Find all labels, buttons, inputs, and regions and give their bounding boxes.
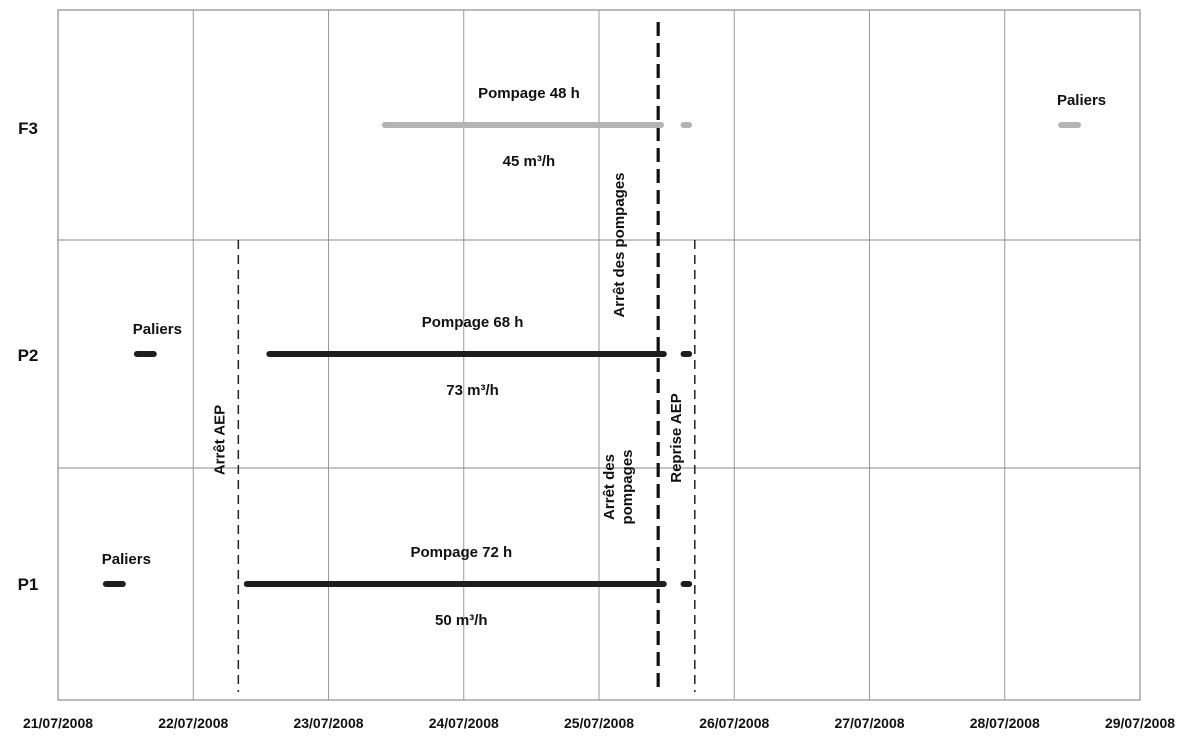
labels: 21/07/2008 22/07/2008 23/07/2008 24/07/2008… (18, 85, 1176, 731)
paliers-label: Paliers (133, 321, 182, 338)
x-tick-label: 26/07/2008 (699, 715, 769, 731)
row-label-p1: P1 (18, 575, 39, 594)
rate-label: 73 m³/h (446, 382, 499, 399)
row-label-p2: P2 (18, 346, 39, 365)
x-tick-label: 24/07/2008 (429, 715, 499, 731)
rate-label: 50 m³/h (435, 612, 488, 629)
row-label-f3: F3 (18, 119, 38, 138)
event-label: pompages (619, 449, 636, 524)
event-lines (237, 22, 696, 692)
rate-label: 45 m³/h (503, 153, 556, 170)
event-label: Arrêt AEP (211, 405, 228, 475)
paliers-label: Paliers (1057, 92, 1106, 109)
event-label: Reprise AEP (668, 393, 685, 482)
x-tick-label: 22/07/2008 (158, 715, 228, 731)
paliers-label: Paliers (102, 551, 151, 568)
pumping-label: Pompage 68 h (422, 314, 524, 331)
pumping-label: Pompage 48 h (478, 85, 580, 102)
x-tick-label: 27/07/2008 (834, 715, 904, 731)
pumping-label: Pompage 72 h (410, 544, 512, 561)
x-tick-label: 23/07/2008 (293, 715, 363, 731)
bars (102, 122, 1082, 587)
x-tick-label: 29/07/2008 (1105, 715, 1175, 731)
x-tick-label: 25/07/2008 (564, 715, 634, 731)
x-tick-label: 21/07/2008 (23, 715, 93, 731)
x-tick-label: 28/07/2008 (970, 715, 1040, 731)
event-label: Arrêt des pompages (611, 172, 628, 317)
event-label: Arrêt des (601, 454, 618, 520)
